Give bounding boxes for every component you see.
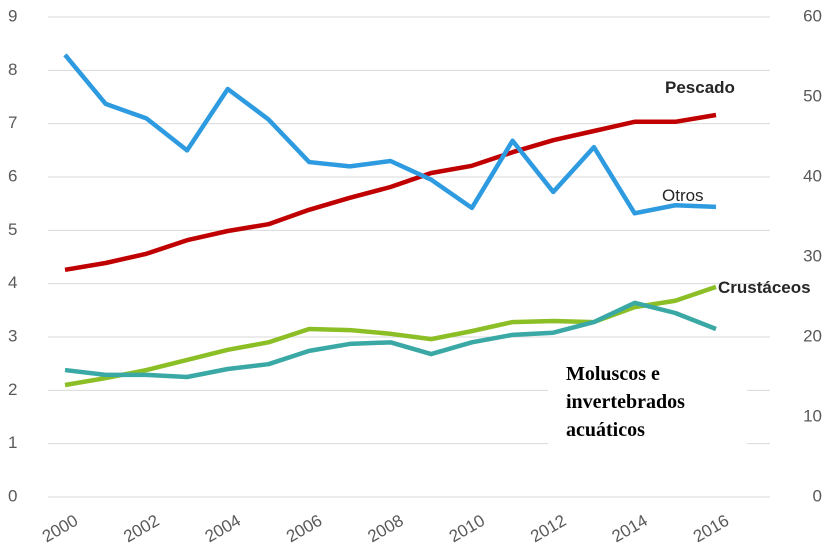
y2-tick-label: 0 [813,486,822,505]
x-tick-label: 2014 [609,511,651,546]
y2-tick-label: 40 [803,166,822,185]
y2-tick-label: 50 [803,86,822,105]
y-tick-label: 7 [8,113,17,132]
y2-tick-label: 20 [803,326,822,345]
y-tick-label: 9 [8,6,17,25]
y2-tick-label: 30 [803,246,822,265]
y-tick-label: 8 [8,60,17,79]
series-line [63,53,717,216]
series-label: Pescado [665,78,735,97]
x-tick-label: 2000 [39,511,81,546]
series-label: Otros [662,186,704,205]
x-tick-label: 2006 [283,511,325,546]
x-tick-label: 2008 [364,511,406,546]
y2-tick-label: 10 [803,406,822,425]
y-tick-label: 1 [8,433,17,452]
x-tick-label: 2004 [202,511,244,546]
y-tick-label: 6 [8,166,17,185]
y2-tick-label: 60 [803,6,822,25]
series-label: Moluscos e invertebrados acuáticos [548,358,747,484]
y-tick-label: 5 [8,220,17,239]
x-tick-label: 2012 [527,511,569,546]
series-line [64,112,717,273]
y-tick-label: 0 [8,486,17,505]
y-tick-label: 2 [8,380,17,399]
x-tick-label: 2002 [120,511,162,546]
series-line [64,300,717,380]
y-tick-label: 4 [8,273,17,292]
x-tick-label: 2010 [446,511,488,546]
y-tick-label: 3 [8,326,17,345]
series-label: Crustáceos [718,278,811,297]
x-tick-label: 2016 [690,511,732,546]
